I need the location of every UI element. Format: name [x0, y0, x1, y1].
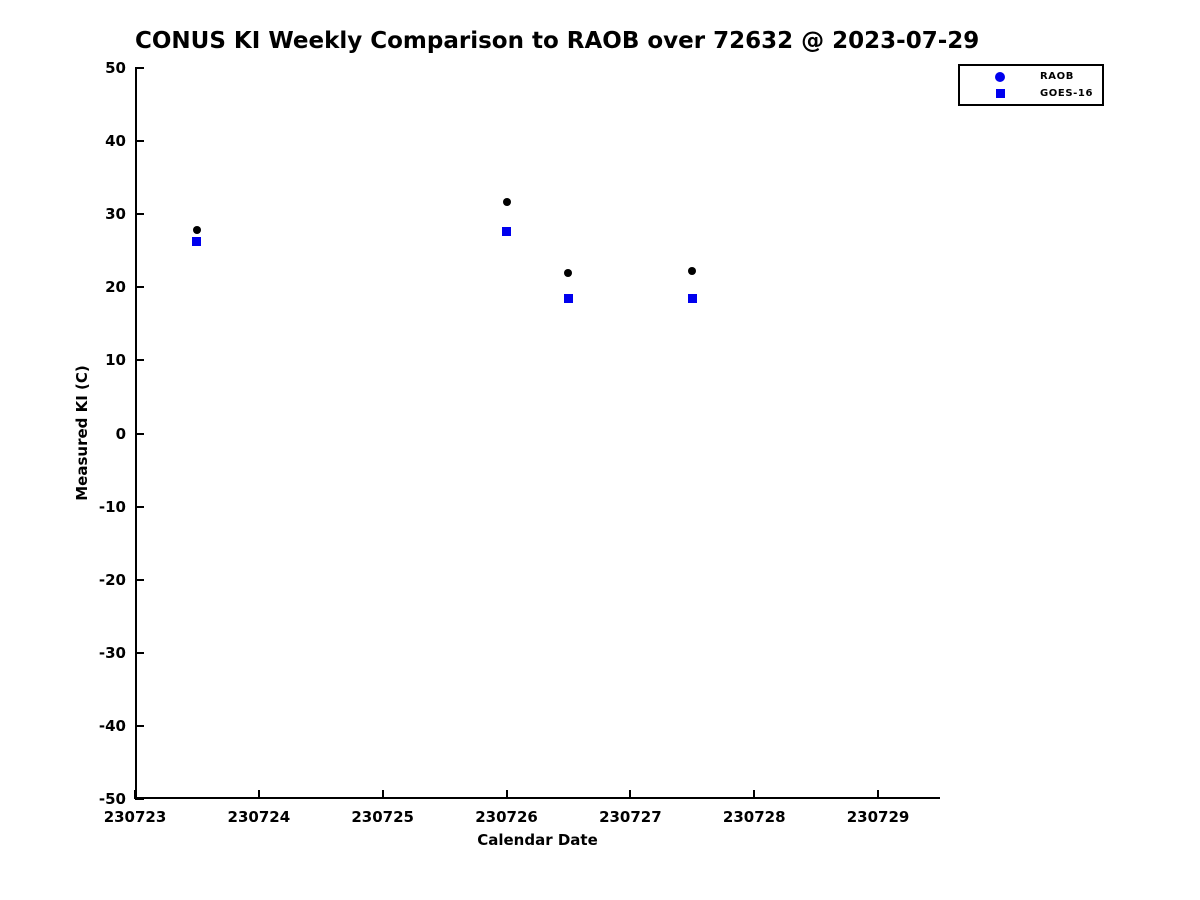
goes-16-point [563, 294, 573, 304]
x-tick [257, 790, 260, 799]
y-tick-label: 40 [105, 132, 126, 151]
y-tick [135, 798, 144, 800]
legend-item-goes16: GOES-16 [960, 86, 1102, 101]
x-tick [134, 790, 136, 799]
x-tick [381, 790, 384, 799]
plot-area [135, 68, 940, 799]
legend-marker-cell [960, 71, 1040, 82]
y-tick [135, 67, 144, 69]
y-tick [135, 359, 144, 362]
x-tick-label: 230727 [599, 808, 662, 826]
x-tick-label: 230728 [722, 808, 786, 826]
y-tick [135, 505, 144, 508]
x-tick-label: 230726 [475, 808, 538, 826]
chart-title: CONUS KI Weekly Comparison to RAOB over … [135, 28, 980, 54]
raob-point [564, 268, 573, 277]
goes16-square-icon [995, 89, 1005, 98]
raob-circle-icon [995, 71, 1005, 82]
legend-label-goes16: GOES-16 [1040, 88, 1094, 99]
x-tick-label: 230723 [103, 808, 167, 826]
x-tick [877, 790, 880, 799]
y-tick-label: 10 [105, 351, 126, 370]
y-tick-label: -20 [98, 570, 126, 589]
y-tick-label: 20 [105, 278, 126, 297]
legend-item-raob: RAOB [960, 69, 1102, 84]
y-tick [135, 578, 144, 581]
raob-point [688, 267, 697, 276]
y-tick-label: 30 [105, 205, 126, 224]
y-tick-label: -10 [98, 497, 126, 516]
x-tick [505, 790, 508, 799]
y-tick [135, 432, 144, 435]
x-tick [629, 790, 632, 799]
y-tick-label: -40 [98, 716, 126, 735]
goes-16-point [502, 227, 512, 237]
x-tick-label: 230725 [351, 808, 414, 826]
goes-16-point [192, 236, 202, 246]
y-tick [135, 140, 144, 143]
x-tick [753, 790, 756, 799]
y-tick-label: 50 [105, 59, 126, 77]
raob-point [192, 226, 201, 235]
y-tick [135, 651, 144, 654]
y-tick-label: 0 [115, 424, 126, 443]
y-tick-label: -30 [98, 643, 126, 662]
y-tick [135, 286, 144, 289]
goes-16-point [687, 294, 697, 304]
legend: RAOB GOES-16 [958, 64, 1104, 106]
raob-point [502, 197, 511, 206]
x-tick-label: 230729 [846, 808, 910, 826]
y-tick [135, 213, 144, 216]
x-axis-label: Calendar Date [477, 831, 598, 849]
y-tick-label: -50 [98, 790, 126, 808]
legend-marker-cell [960, 89, 1040, 98]
y-tick [135, 724, 144, 727]
legend-label-raob: RAOB [1040, 71, 1074, 82]
x-tick-label: 230724 [227, 808, 291, 826]
